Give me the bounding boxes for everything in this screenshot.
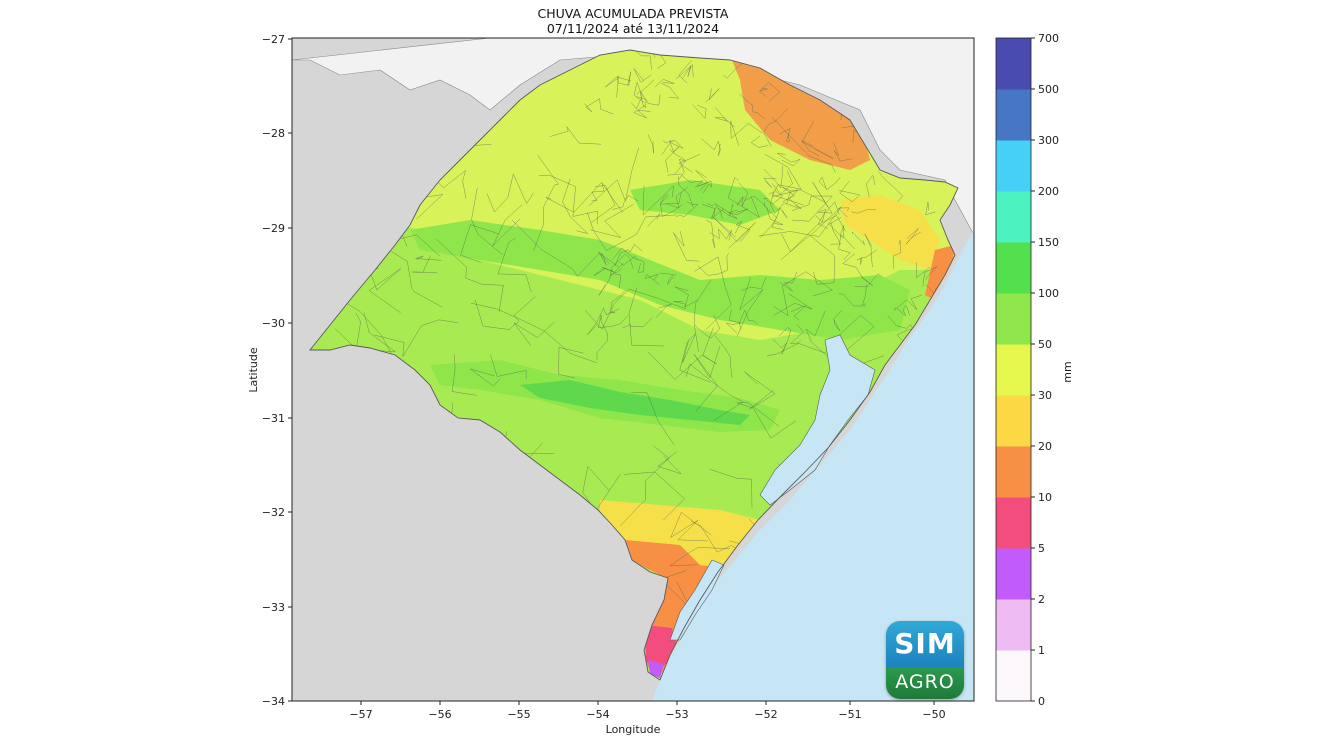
colorbar-level-label: 2 [1038,593,1045,606]
colorbar-level-label: 10 [1038,491,1052,504]
colorbar-segment [996,344,1031,396]
colorbar-level-label: 30 [1038,389,1052,402]
x-tick-label: −52 [754,708,777,721]
colorbar-segment [996,599,1031,651]
band-50-100-north [410,220,910,340]
x-tick-label: −54 [586,708,609,721]
lagoa-mirim [669,559,725,641]
band-100-150 [520,380,750,425]
x-tick-label: −53 [665,708,688,721]
y-axis-ticks: −27 −28 −29 −30 −31 −32 −33 −34 [262,33,292,708]
band-50-100-small [630,180,780,225]
colorbar-segment [996,548,1031,600]
colorbar-segment [996,140,1031,192]
colorbar-level-label: 50 [1038,338,1052,351]
colorbar-level-label: 200 [1038,185,1059,198]
colorbar-unit-label: mm [1061,361,1074,382]
colorbar-level-label: 500 [1038,83,1059,96]
band-10-20-east [840,195,940,270]
title-line-1: CHUVA ACUMULADA PREVISTA [537,6,729,21]
y-axis-label: Latitude [247,347,260,393]
colorbar-level-label: 700 [1038,32,1059,45]
colorbar-level-label: 0 [1038,695,1045,708]
atlantic-ocean [652,230,974,701]
plot-frame [291,37,975,702]
x-tick-label: −55 [507,708,530,721]
colorbar-segment [996,191,1031,243]
colorbar-level-label: 300 [1038,134,1059,147]
lagoa-dos-patos [759,334,876,506]
y-tick-label: −29 [262,222,285,235]
map-title: CHUVA ACUMULADA PREVISTA 07/11/2024 até … [292,6,974,36]
colorbar-segment [996,242,1031,294]
colorbar-segment [996,395,1031,447]
x-tick-label: −51 [838,708,861,721]
colorbar-level-label: 150 [1038,236,1059,249]
band-10-20-coast [925,245,955,300]
y-tick-label: −33 [262,601,285,614]
y-tick-label: −28 [262,127,285,140]
colorbar-segment [996,89,1031,141]
colorbar-frame [995,37,1032,702]
y-tick-label: −30 [262,317,285,330]
x-axis-ticks: −57 −56 −55 −54 −53 −52 −51 −50 [349,701,946,721]
x-tick-label: −50 [922,708,945,721]
state-outline [309,49,959,681]
colorbar-segment [996,650,1031,702]
colorbar-segment [996,38,1031,90]
logo-agro-text: AGRO [886,667,964,699]
colorbar: 0 1 2 5 10 20 30 50 100 150 200 300 500 700 [995,32,1059,708]
band-2-5 [648,660,664,678]
colorbar-segment [996,293,1031,345]
x-tick-label: −57 [349,708,372,721]
y-tick-label: −31 [262,412,285,425]
x-tick-label: −56 [428,708,451,721]
sim-agro-logo: SIM AGRO [886,621,964,699]
colorbar-level-label: 5 [1038,542,1045,555]
y-tick-label: −27 [262,33,285,46]
logo-sim-text: SIM [886,621,964,667]
title-line-2: 07/11/2024 até 13/11/2024 [546,21,720,36]
colorbar-segment [996,497,1031,549]
x-axis-label: Longitude [606,723,661,736]
band-10-20-northeast [730,55,870,170]
y-tick-label: −34 [262,695,285,708]
colorbar-segment [996,446,1031,498]
y-tick-label: −32 [262,506,285,519]
colorbar-level-label: 1 [1038,644,1045,657]
colorbar-level-label: 20 [1038,440,1052,453]
colorbar-level-label: 100 [1038,287,1059,300]
